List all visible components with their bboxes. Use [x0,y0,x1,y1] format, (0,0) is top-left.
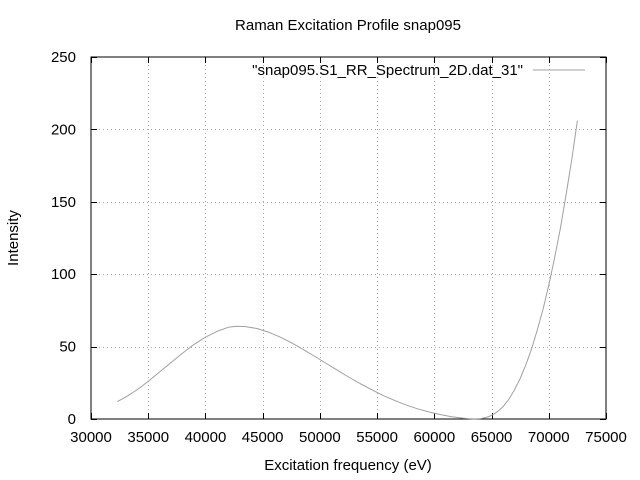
y-tick-label: 50 [59,339,76,356]
x-tick-label: 70000 [528,429,570,446]
x-tick-label: 30000 [70,429,112,446]
y-tick-label: 250 [51,49,76,66]
x-tick-label: 55000 [356,429,398,446]
plot-frame [90,56,607,420]
legend-label: "snap095.S1_RR_Spectrum_2D.dat_31" [252,62,523,79]
x-tick-labels: 30000 35000 40000 45000 50000 55000 60000 65000… [70,429,627,446]
legend: "snap095.S1_RR_Spectrum_2D.dat_31" [252,62,585,79]
chart-title: Raman Excitation Profile snap095 [235,17,461,34]
y-tick-label: 200 [51,121,76,138]
axis-ticks [91,57,607,420]
y-axis-label: Intensity [5,210,22,266]
y-tick-labels: 0 50 100 150 200 250 [51,49,76,428]
series-line [117,120,578,420]
x-tick-label: 40000 [185,429,227,446]
x-tick-label: 60000 [413,429,455,446]
x-axis-label: Excitation frequency (eV) [264,457,432,474]
y-tick-label: 150 [51,194,76,211]
series-layer [117,120,578,420]
x-tick-label: 35000 [127,429,169,446]
y-tick-label: 0 [68,411,76,428]
y-tick-label: 100 [51,266,76,283]
x-tick-label: 50000 [299,429,341,446]
x-tick-label: 45000 [242,429,284,446]
x-tick-label: 75000 [585,429,627,446]
x-tick-label: 65000 [471,429,513,446]
grid-lines [91,57,606,419]
